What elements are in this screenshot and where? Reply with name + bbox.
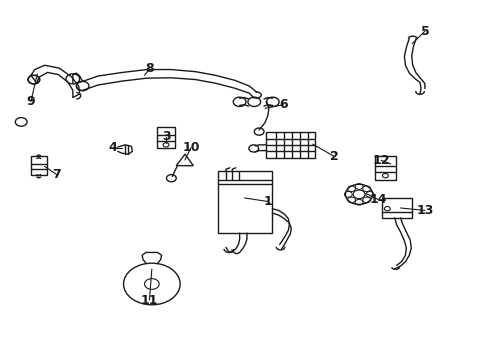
Text: 6: 6	[279, 98, 287, 111]
Text: 2: 2	[330, 150, 338, 163]
Text: 3: 3	[162, 130, 170, 144]
Text: 8: 8	[145, 62, 153, 75]
Bar	[374, 156, 395, 180]
Bar	[31, 156, 46, 175]
Text: 7: 7	[52, 168, 61, 181]
Text: 13: 13	[415, 204, 433, 217]
Bar	[381, 198, 411, 218]
Text: 10: 10	[182, 141, 199, 154]
Text: 5: 5	[420, 25, 428, 38]
Text: 12: 12	[371, 154, 389, 167]
Bar	[157, 127, 175, 148]
Text: 1: 1	[263, 195, 272, 208]
Text: 4: 4	[108, 141, 117, 154]
Text: 11: 11	[141, 294, 158, 307]
Text: 9: 9	[26, 95, 35, 108]
Text: 14: 14	[369, 193, 386, 206]
Bar	[217, 171, 272, 233]
Bar	[266, 132, 315, 158]
